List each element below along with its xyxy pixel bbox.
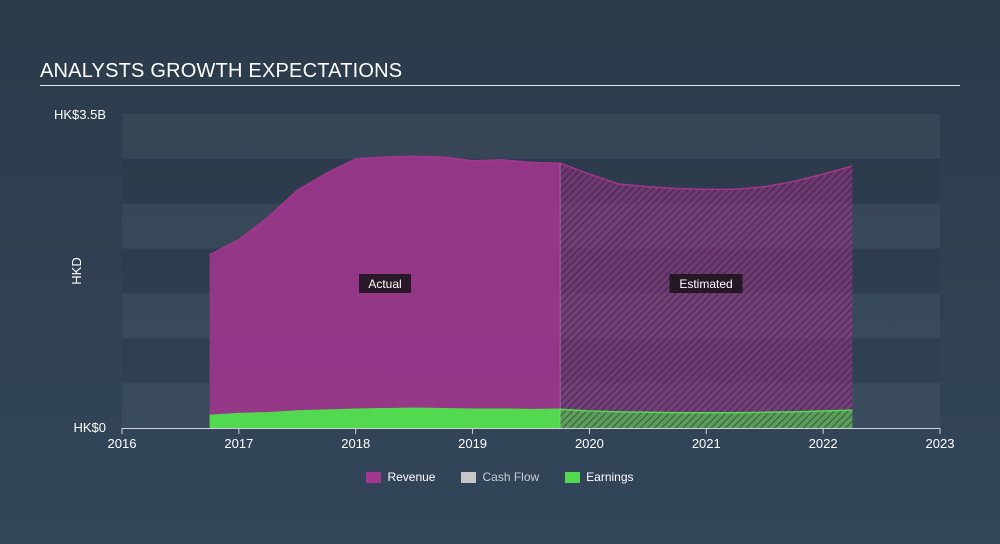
- earnings-actual-area: [209, 408, 561, 428]
- actual-label: Actual: [359, 274, 411, 293]
- y-tick-labels: HK$3.5B HK$0: [54, 107, 106, 435]
- legend-item-cash-flow[interactable]: Cash Flow: [461, 470, 539, 484]
- legend-item-revenue[interactable]: Revenue: [366, 470, 435, 484]
- earnings-swatch: [565, 471, 581, 483]
- estimated-label-text: Estimated: [679, 277, 732, 291]
- x-tick-labels: 2016 2017 2018 2019 2020 2021 2022 2023: [108, 436, 955, 451]
- x-tick-label: 2021: [692, 436, 721, 451]
- revenue-estimated-hatch: [560, 163, 853, 429]
- x-tick-label: 2017: [224, 436, 253, 451]
- x-tick-label: 2022: [809, 436, 838, 451]
- x-tick-label: 2023: [926, 436, 955, 451]
- cash-flow-swatch: [461, 471, 477, 483]
- axes: [121, 428, 941, 434]
- x-tick-label: 2016: [108, 436, 137, 451]
- legend-label-cash-flow: Cash Flow: [482, 470, 540, 484]
- chart-title: ANALYSTS GROWTH EXPECTATIONS: [40, 60, 403, 82]
- title-divider: [40, 85, 960, 86]
- actual-label-bg: [359, 274, 411, 293]
- actual-label-text: Actual: [368, 277, 401, 291]
- x-tick-label: 2019: [458, 436, 487, 451]
- legend-label-revenue: Revenue: [387, 470, 436, 484]
- earnings-estimated-hatch: [560, 409, 853, 428]
- legend: Revenue Cash Flow Earnings: [0, 470, 1000, 484]
- x-tick-label: 2018: [341, 436, 370, 451]
- estimated-label: Estimated: [669, 274, 743, 293]
- grid-band: [122, 114, 940, 159]
- y-tick-label-top: HK$3.5B: [54, 107, 106, 122]
- legend-item-earnings[interactable]: Earnings: [565, 470, 634, 484]
- earnings-line: [209, 407, 853, 417]
- revenue-swatch: [366, 471, 382, 483]
- series-areas: [209, 155, 853, 429]
- region-labels: Actual Estimated: [359, 274, 743, 293]
- legend-label-earnings: Earnings: [586, 470, 634, 484]
- x-tick-label: 2020: [575, 436, 604, 451]
- y-tick-label-bottom: HK$0: [73, 420, 106, 435]
- estimated-label-bg: [669, 274, 743, 293]
- revenue-line: [209, 155, 853, 256]
- y-axis-label: HKD: [69, 257, 84, 284]
